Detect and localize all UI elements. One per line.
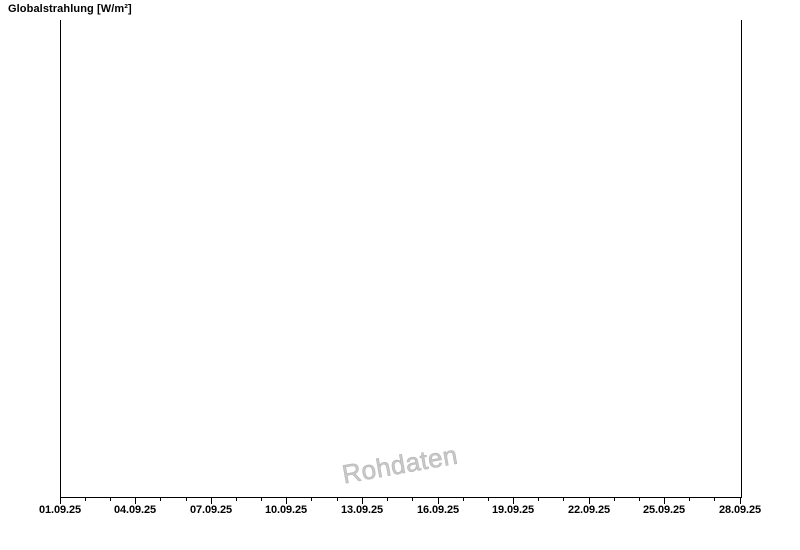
x-tick-label: 01.09.25 bbox=[38, 504, 82, 516]
x-tick-major bbox=[362, 497, 363, 504]
x-tick-minor bbox=[261, 497, 262, 501]
x-tick-major bbox=[438, 497, 439, 504]
x-tick-minor bbox=[236, 497, 237, 501]
x-tick-minor bbox=[689, 497, 690, 501]
x-tick-major bbox=[589, 497, 590, 504]
right-axis-line bbox=[741, 20, 742, 498]
x-tick-major bbox=[513, 497, 514, 504]
x-tick-minor bbox=[186, 497, 187, 501]
x-tick-label: 07.09.25 bbox=[189, 504, 233, 516]
x-tick-label: 16.09.25 bbox=[416, 504, 460, 516]
x-tick-label: 22.09.25 bbox=[567, 504, 611, 516]
x-tick-minor bbox=[488, 497, 489, 501]
x-tick-label: 13.09.25 bbox=[340, 504, 384, 516]
x-tick-major bbox=[135, 497, 136, 504]
chart-title: Globalstrahlung [W/m²] bbox=[8, 3, 132, 15]
x-tick-label: 04.09.25 bbox=[113, 504, 157, 516]
x-tick-minor bbox=[311, 497, 312, 501]
x-tick-minor bbox=[714, 497, 715, 501]
x-tick-label: 10.09.25 bbox=[264, 504, 308, 516]
x-tick-major bbox=[211, 497, 212, 504]
x-tick-major bbox=[286, 497, 287, 504]
x-tick-minor bbox=[337, 497, 338, 501]
plot-area bbox=[60, 20, 741, 497]
x-tick-minor bbox=[412, 497, 413, 501]
x-tick-major bbox=[740, 497, 741, 504]
x-tick-label: 19.09.25 bbox=[491, 504, 535, 516]
x-tick-minor bbox=[614, 497, 615, 501]
x-tick-label: 28.09.25 bbox=[718, 504, 762, 516]
x-tick-minor bbox=[639, 497, 640, 501]
x-tick-major bbox=[60, 497, 61, 504]
x-tick-minor bbox=[563, 497, 564, 501]
x-tick-label: 25.09.25 bbox=[642, 504, 686, 516]
x-tick-minor bbox=[538, 497, 539, 501]
y-axis-line bbox=[60, 20, 61, 498]
x-tick-minor bbox=[85, 497, 86, 501]
x-axis-line bbox=[60, 497, 742, 498]
x-tick-minor bbox=[463, 497, 464, 501]
x-tick-minor bbox=[387, 497, 388, 501]
x-tick-minor bbox=[160, 497, 161, 501]
x-tick-major bbox=[664, 497, 665, 504]
x-tick-minor bbox=[110, 497, 111, 501]
